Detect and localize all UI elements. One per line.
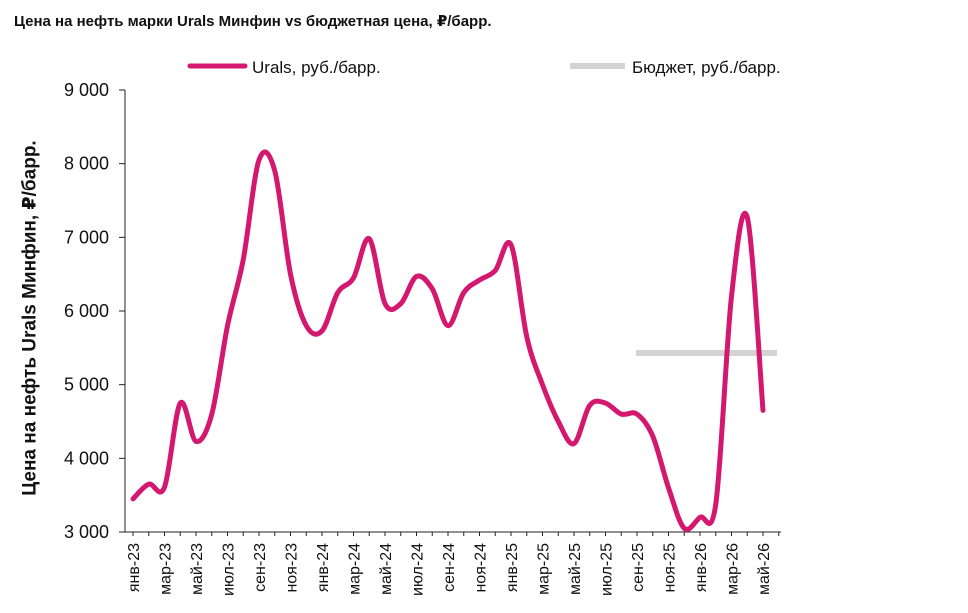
y-tick-label: 3 000 — [64, 522, 109, 542]
y-tick-label: 4 000 — [64, 448, 109, 468]
x-tick-label: ноя-25 — [662, 543, 679, 593]
legend-label-budget: Бюджет, руб./барр. — [632, 58, 781, 77]
x-tick-label: ноя-23 — [284, 543, 301, 593]
x-tick-label: янв-26 — [693, 543, 710, 592]
x-tick-label: июл-23 — [221, 543, 238, 596]
x-tick-label: мар-24 — [347, 543, 364, 595]
x-tick-label: май-24 — [378, 543, 395, 595]
x-tick-label: сен-23 — [252, 543, 269, 592]
x-tick-label: янв-24 — [315, 543, 332, 592]
x-tick-label: май-25 — [567, 543, 584, 595]
x-tick-label: янв-23 — [126, 543, 143, 592]
series-line-urals — [130, 149, 766, 532]
x-tick-label: янв-25 — [504, 543, 521, 592]
x-tick-label: июл-24 — [410, 543, 427, 596]
chart-title: Цена на нефть марки Urals Минфин vs бюдж… — [14, 13, 492, 30]
x-tick-label: мар-23 — [158, 543, 175, 595]
x-tick-label: мар-25 — [536, 543, 553, 595]
x-tick-label: сен-24 — [441, 543, 458, 592]
x-tick-label: мар-26 — [725, 543, 742, 595]
legend-label-urals: Urals, руб./барр. — [252, 58, 381, 77]
x-tick-label: июл-25 — [599, 543, 616, 596]
x-tick-label: сен-25 — [630, 543, 647, 592]
y-tick-label: 6 000 — [64, 301, 109, 321]
y-tick-label: 8 000 — [64, 154, 109, 174]
x-tick-label: май-26 — [756, 543, 773, 595]
y-tick-label: 9 000 — [64, 80, 109, 100]
x-tick-label: ноя-24 — [473, 543, 490, 593]
y-tick-label: 7 000 — [64, 227, 109, 247]
y-tick-label: 5 000 — [64, 375, 109, 395]
x-tick-label: май-23 — [189, 543, 206, 595]
